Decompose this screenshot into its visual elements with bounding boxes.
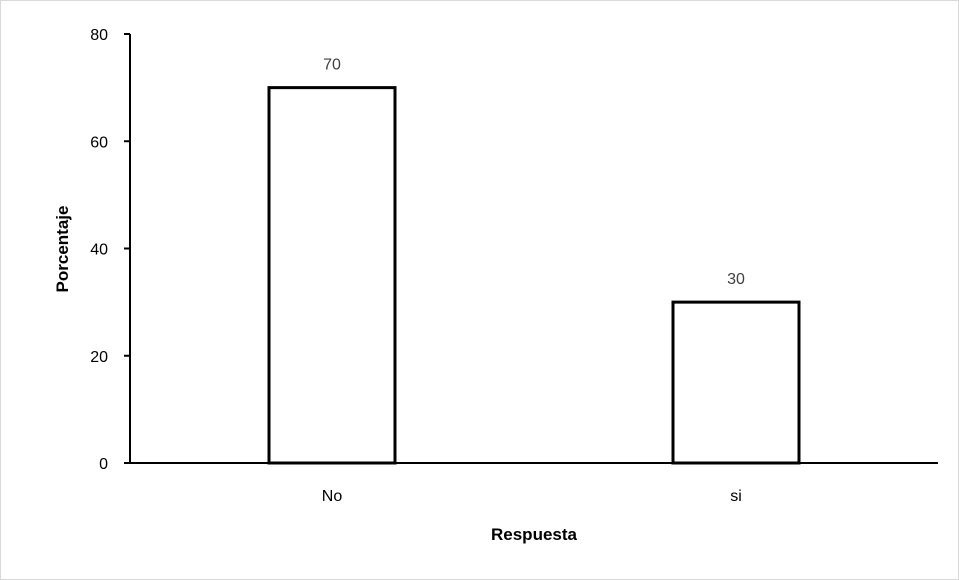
y-tick-label: 40 xyxy=(90,242,108,259)
y-axis-title: Porcentaje xyxy=(53,206,72,293)
bar-si xyxy=(671,300,801,465)
y-tick-label: 60 xyxy=(90,134,108,151)
y-tick-label: 0 xyxy=(99,456,108,473)
y-tick-label: 20 xyxy=(90,349,108,366)
x-tick-label-no: No xyxy=(322,488,343,505)
x-axis-ticks: No si xyxy=(322,488,742,505)
bars xyxy=(267,86,801,465)
data-label-si: 30 xyxy=(727,271,745,288)
bar-no xyxy=(267,86,397,465)
y-tick-label: 80 xyxy=(90,27,108,44)
x-tick-label-si: si xyxy=(730,488,742,505)
y-axis-ticks: 0 20 40 60 80 xyxy=(90,27,130,473)
x-axis-title: Respuesta xyxy=(491,525,578,544)
data-labels: 70 30 xyxy=(323,57,745,289)
data-label-no: 70 xyxy=(323,57,341,74)
